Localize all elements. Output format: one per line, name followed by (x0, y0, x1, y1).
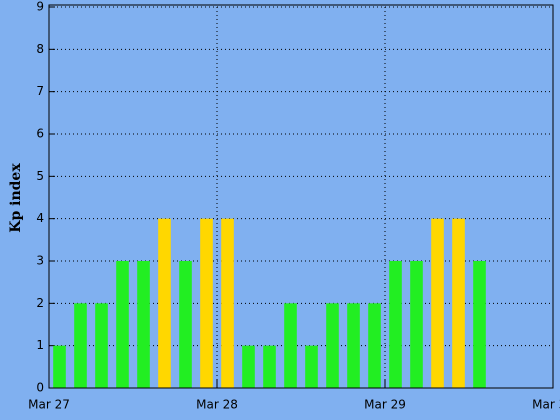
bar (305, 345, 318, 388)
bar (452, 218, 465, 388)
bar (200, 218, 213, 388)
y-tick-label: 8 (36, 42, 44, 56)
bar (116, 261, 129, 388)
bar (242, 345, 255, 388)
y-tick-label: 7 (36, 84, 44, 98)
y-tick-label: 2 (36, 296, 44, 310)
y-tick-label: 5 (36, 169, 44, 183)
y-tick-label: 6 (36, 127, 44, 141)
bar (284, 303, 297, 388)
x-tick-label: Mar 27 (28, 398, 70, 412)
bar (347, 303, 360, 388)
y-axis-label: Kp index (8, 163, 24, 233)
bar (389, 261, 402, 388)
y-tick-label: 4 (36, 211, 44, 225)
bar (326, 303, 339, 388)
y-tick-label: 9 (36, 0, 44, 14)
bar (137, 261, 150, 388)
bar (158, 218, 171, 388)
y-tick-label: 1 (36, 338, 44, 352)
x-tick-label: Mar 30 (532, 398, 560, 412)
bar (368, 303, 381, 388)
bar (473, 261, 486, 388)
x-tick-label: Mar 29 (364, 398, 406, 412)
x-tick-label: Mar 28 (196, 398, 238, 412)
bar (53, 345, 66, 388)
bar (74, 303, 87, 388)
plot-frame (48, 4, 554, 389)
y-tick-label: 3 (36, 254, 44, 268)
bar (95, 303, 108, 388)
bar (410, 261, 423, 388)
bar (179, 261, 192, 388)
bar (263, 345, 276, 388)
y-tick-label: 0 (36, 381, 44, 395)
bar (431, 218, 444, 388)
bar (221, 218, 234, 388)
